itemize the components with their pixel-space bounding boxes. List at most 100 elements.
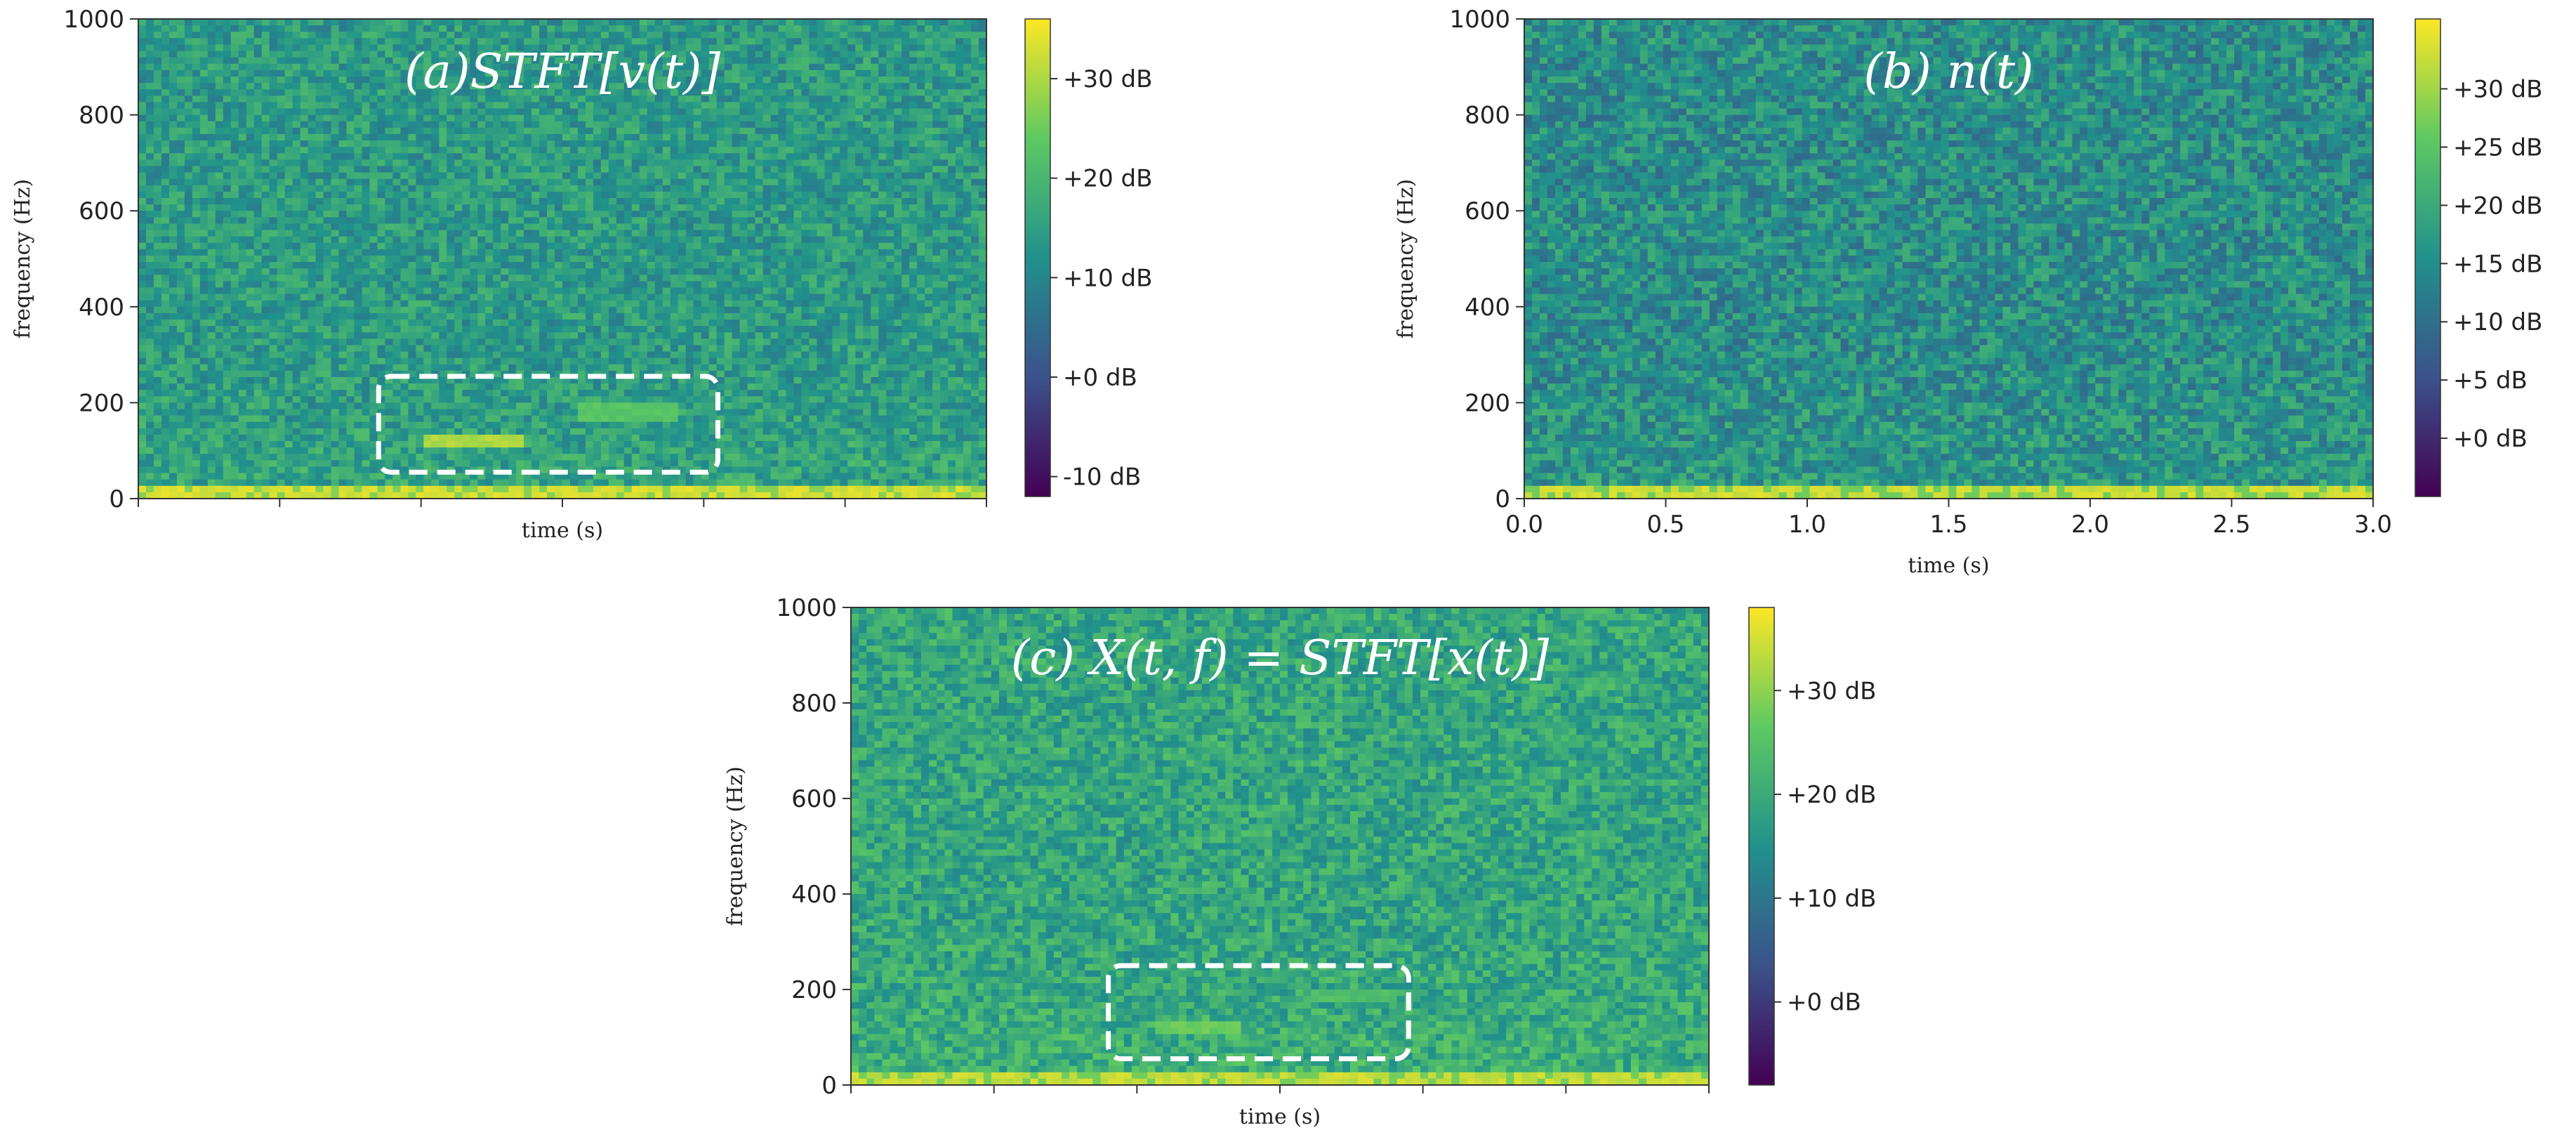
spectrogram-cell <box>569 25 579 32</box>
spectrogram-cell <box>253 38 263 46</box>
spectrogram-cell <box>832 19 840 26</box>
spectrogram-cell <box>323 25 332 32</box>
spectrogram-cell <box>585 32 594 39</box>
spectrogram-cell <box>832 25 840 32</box>
spectrogram-cell <box>508 32 517 39</box>
spectrogram-cell <box>338 19 348 26</box>
spectrogram-cell <box>253 19 263 26</box>
spectrogram-cell <box>377 19 386 26</box>
spectrogram-cell <box>701 38 710 46</box>
spectrogram-cell <box>462 25 470 32</box>
spectrogram-cell <box>623 32 633 39</box>
spectrogram-cell <box>230 38 239 46</box>
spectrogram-cell <box>562 25 571 32</box>
spectrogram-cell <box>431 19 440 26</box>
spectrogram-cell <box>840 32 848 39</box>
spectrogram-cell <box>847 32 856 39</box>
spectrogram-cell <box>793 19 802 26</box>
spectrogram-cell <box>408 19 416 26</box>
spectrogram-cell <box>300 32 309 39</box>
spectrogram-cell <box>516 25 524 32</box>
spectrogram-cell <box>176 19 185 26</box>
spectrogram-cell <box>894 25 902 32</box>
spectrogram-cell <box>577 38 586 46</box>
spectrogram-cell <box>909 25 918 32</box>
spectrogram-cell <box>323 32 332 39</box>
spectrogram-cell <box>562 19 571 26</box>
spectrogram-cell <box>593 38 602 46</box>
spectrogram-cell <box>524 19 532 26</box>
spectrogram-cell <box>315 19 324 26</box>
spectrogram-cell <box>555 38 563 46</box>
spectrogram-cell <box>894 19 902 26</box>
spectrogram-cell <box>654 32 663 39</box>
spectrogram-cell <box>253 32 263 39</box>
spectrogram-cell <box>585 25 594 32</box>
spectrogram-cell <box>724 19 733 26</box>
spectrogram-cell <box>331 25 340 32</box>
spectrogram-cell <box>153 19 162 26</box>
spectrogram-cell <box>809 32 817 39</box>
spectrogram-cell <box>470 38 478 46</box>
spectrogram-cell <box>739 38 748 46</box>
spectrogram-cell <box>770 19 779 26</box>
spectrogram-cell <box>215 25 224 32</box>
spectrogram-cell <box>956 32 964 39</box>
spectrogram-cell <box>963 19 972 26</box>
spectrogram-cell <box>354 25 363 32</box>
spectrogram-cell <box>600 32 609 39</box>
spectrogram-cell <box>817 32 825 39</box>
spectrogram-cell <box>416 32 424 39</box>
spectrogram-cell <box>608 19 617 26</box>
spectrogram-cell <box>369 25 378 32</box>
spectrogram-cell <box>840 19 848 26</box>
spectrogram-cell <box>732 32 741 39</box>
spectrogram-cell <box>331 19 340 26</box>
spectrogram-cell <box>670 32 679 39</box>
spectrogram-cell <box>948 19 956 26</box>
spectrogram-cell <box>963 32 972 39</box>
spectrogram-cell <box>485 25 494 32</box>
spectrogram-cell <box>539 38 548 46</box>
spectrogram-cell <box>948 32 956 39</box>
spectrogram-cell <box>577 19 586 26</box>
spectrogram-cell <box>662 38 671 46</box>
spectrogram-cell <box>670 38 679 46</box>
spectrogram-cell <box>377 32 386 39</box>
spectrogram-cell <box>600 25 609 32</box>
spectrogram-cell <box>369 19 378 26</box>
spectrogram-cell <box>362 19 371 26</box>
spectrogram-cell <box>600 38 609 46</box>
spectrogram-cell <box>323 38 332 46</box>
spectrogram-cell <box>886 32 894 39</box>
spectrogram-cell <box>577 32 586 39</box>
spectrogram-cell <box>439 38 447 46</box>
spectrogram-cell <box>477 38 486 46</box>
spectrogram-cell <box>308 19 317 26</box>
spectrogram-cell <box>277 25 286 32</box>
spectrogram-cell <box>207 19 216 26</box>
spectrogram-cell <box>470 25 478 32</box>
spectrogram-cell <box>261 25 270 32</box>
spectrogram-cell <box>323 19 332 26</box>
spectrogram-cell <box>762 25 772 32</box>
spectrogram-cell <box>192 32 201 39</box>
spectrogram-cell <box>616 38 625 46</box>
spectrogram-cell <box>269 25 278 32</box>
spectrogram-cell <box>385 38 393 46</box>
spectrogram-cell <box>138 38 147 46</box>
spectrogram-cell <box>555 32 563 39</box>
spectrogram-cell <box>762 19 772 26</box>
spectrogram-cell <box>493 32 501 39</box>
spectrogram-cell <box>547 25 555 32</box>
spectrogram-cell <box>439 19 447 26</box>
spectrogram-cell <box>531 32 540 39</box>
spectrogram-cell <box>901 32 910 39</box>
spectrogram-cell <box>501 25 509 32</box>
spectrogram-cell <box>462 32 470 39</box>
spectrogram-cell <box>917 25 925 32</box>
spectrogram-cell <box>925 32 933 39</box>
spectrogram-cell <box>678 19 687 26</box>
spectrogram-cell <box>346 19 355 26</box>
spectrogram-cell <box>685 19 694 26</box>
